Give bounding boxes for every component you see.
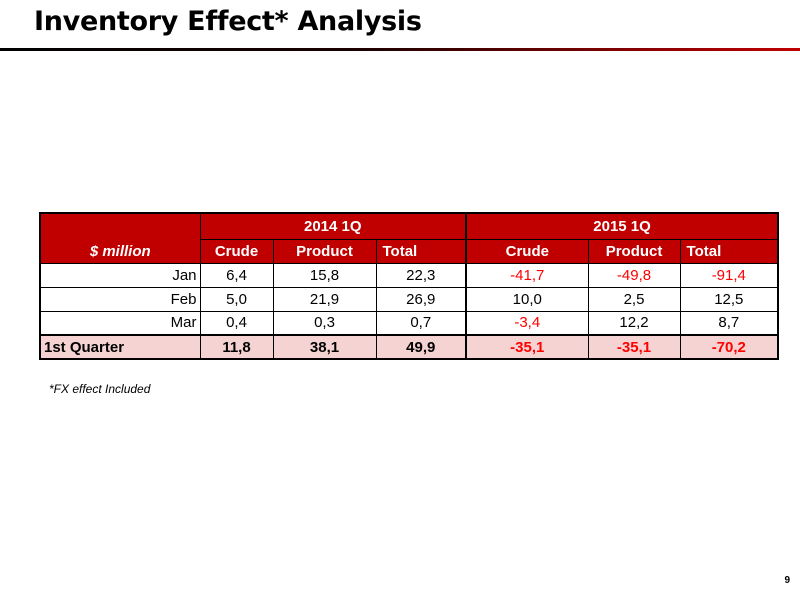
row-label-mar: Mar (39, 310, 201, 336)
table-row: Feb 5,0 21,9 26,9 10,0 2,5 12,5 (39, 286, 780, 312)
table-cell: 49,9 (375, 334, 467, 360)
inventory-effect-table: $ million 2014 1Q 2015 1Q Crude Product … (39, 212, 780, 360)
title-divider (0, 48, 800, 51)
group-header-2014: 2014 1Q (199, 212, 467, 240)
table-cell: 15,8 (272, 262, 377, 288)
table-cell: 10,0 (465, 286, 589, 312)
table-cell: 11,8 (199, 334, 274, 360)
table-cell: -91,4 (679, 262, 780, 288)
footnote: *FX effect Included (49, 382, 151, 396)
table-cell: 5,0 (199, 286, 274, 312)
row-label-jan: Jan (39, 262, 201, 288)
column-header-product-2014: Product (272, 238, 377, 264)
table-cell: 8,7 (679, 310, 780, 336)
total-row-label: 1st Quarter (39, 334, 201, 360)
table-cell: 6,4 (199, 262, 274, 288)
page-title: Inventory Effect* Analysis (34, 6, 422, 37)
table-cell: -35,1 (465, 334, 589, 360)
table-cell: 12,2 (587, 310, 681, 336)
table-cell: -49,8 (587, 262, 681, 288)
unit-label-cell: $ million (39, 212, 201, 264)
column-header-total-2015: Total (679, 238, 780, 264)
table-row: Mar 0,4 0,3 0,7 -3,4 12,2 8,7 (39, 310, 780, 336)
page-number: 9 (784, 575, 790, 586)
table-cell: 22,3 (375, 262, 467, 288)
table-cell: -70,2 (679, 334, 780, 360)
table-cell: 0,3 (272, 310, 377, 336)
column-header-crude-2014: Crude (199, 238, 274, 264)
table-cell: 21,9 (272, 286, 377, 312)
table-cell: 2,5 (587, 286, 681, 312)
table-cell: 0,4 (199, 310, 274, 336)
column-header-product-2015: Product (587, 238, 681, 264)
table-cell: -41,7 (465, 262, 589, 288)
unit-label: $ million (89, 242, 151, 260)
group-header-2015: 2015 1Q (465, 212, 780, 240)
table-cell: -35,1 (587, 334, 681, 360)
table-cell: 26,9 (375, 286, 467, 312)
column-header-crude-2015: Crude (465, 238, 589, 264)
table-cell: 0,7 (375, 310, 467, 336)
row-label-feb: Feb (39, 286, 201, 312)
table-cell: 38,1 (272, 334, 377, 360)
table-row: Jan 6,4 15,8 22,3 -41,7 -49,8 -91,4 (39, 262, 780, 288)
total-row: 1st Quarter 11,8 38,1 49,9 -35,1 -35,1 -… (39, 334, 780, 360)
table-cell: 12,5 (679, 286, 780, 312)
table-cell: -3,4 (465, 310, 589, 336)
column-header-total-2014: Total (375, 238, 467, 264)
